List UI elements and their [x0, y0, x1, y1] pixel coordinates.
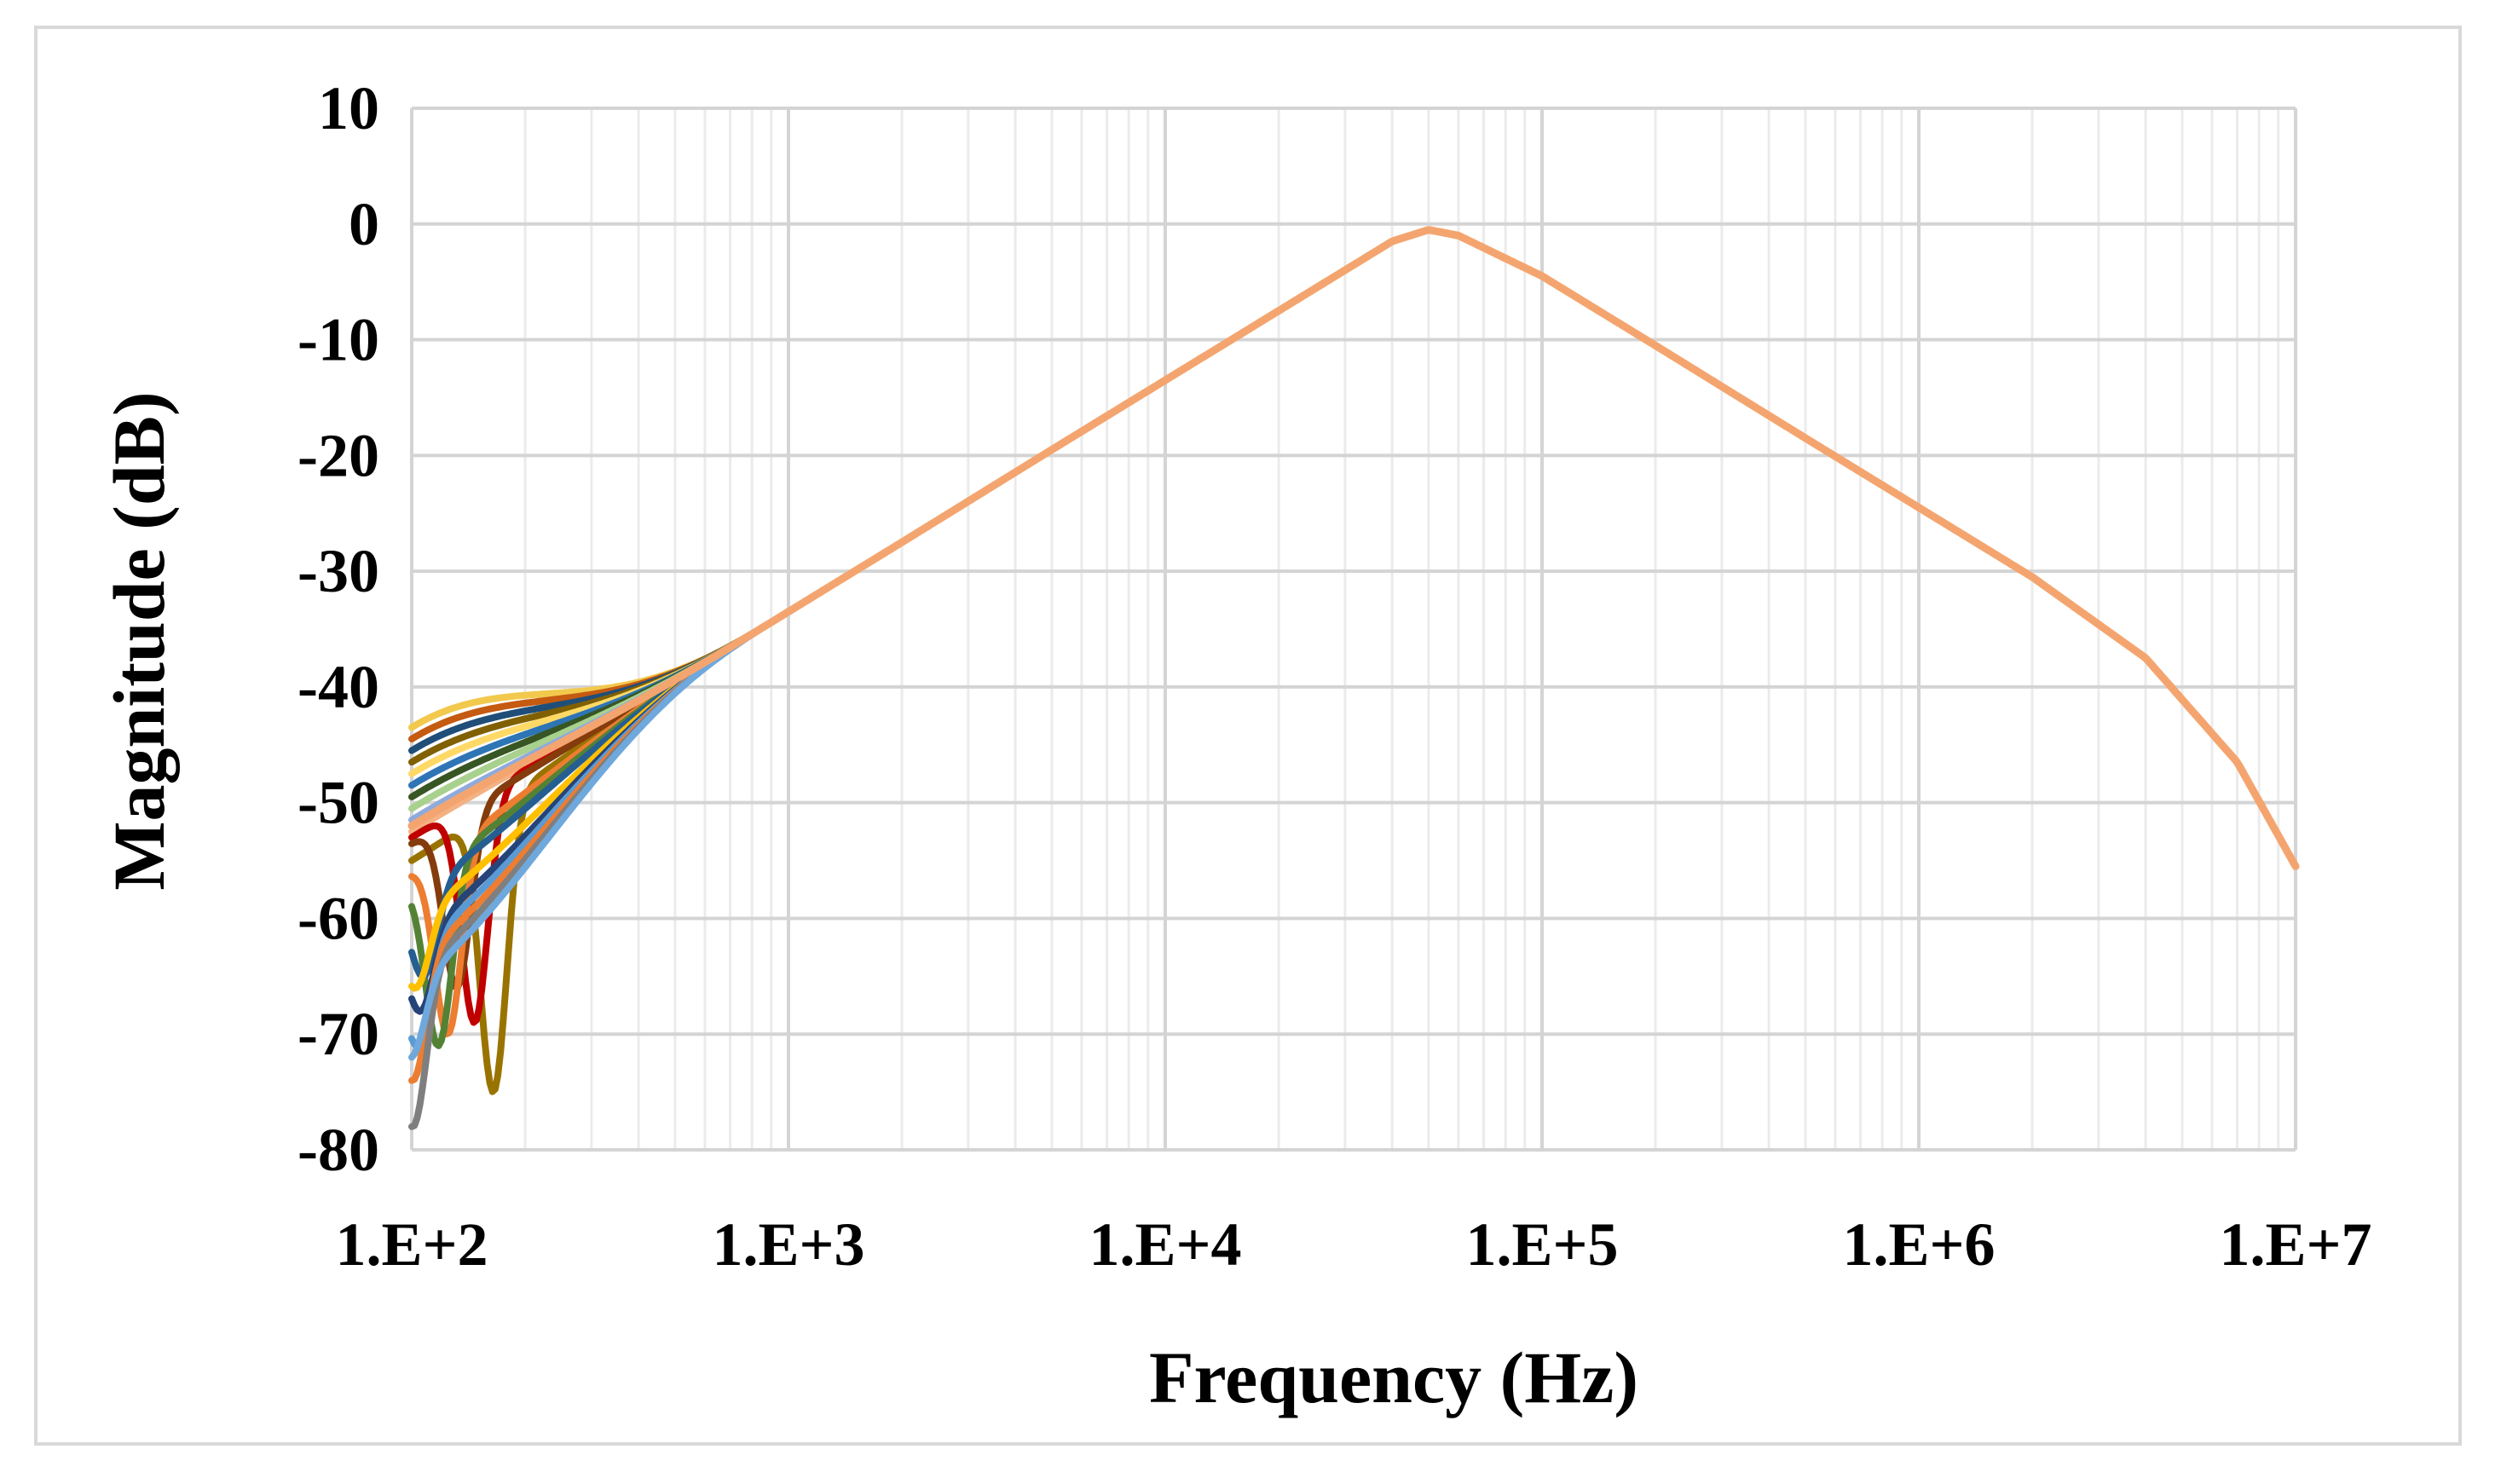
y-tick-label: -10 — [297, 306, 379, 374]
series-line — [408, 226, 2299, 1015]
series-line — [408, 226, 2299, 870]
x-tick-label: 1.E+6 — [1842, 1210, 1995, 1279]
series-line — [408, 226, 2299, 870]
x-tick-label: 1.E+7 — [2219, 1210, 2371, 1279]
y-tick-label: -80 — [297, 1116, 379, 1184]
series-line — [408, 226, 2299, 870]
y-axis-title: Magnitude (dB) — [98, 391, 180, 890]
series-line — [408, 226, 2299, 1026]
series-line — [408, 226, 2299, 1061]
series-line — [408, 226, 2299, 1084]
series-line — [408, 226, 2299, 870]
series-line — [408, 226, 2299, 870]
y-axis-tick-labels: 10 0 -10 -20 -30 -40 -50 -60 -70 -80 — [297, 74, 379, 1184]
x-tick-label: 1.E+4 — [1089, 1210, 1241, 1279]
series-line — [408, 226, 2299, 992]
series-line — [408, 226, 2299, 1050]
series-line — [408, 226, 2299, 1049]
series-line — [407, 226, 2300, 870]
x-tick-label: 1.E+5 — [1465, 1210, 1618, 1279]
y-tick-label: -40 — [297, 653, 379, 721]
series-line — [408, 226, 2299, 1037]
series-line — [408, 226, 2299, 870]
series-line — [408, 226, 2299, 991]
x-tick-label: 1.E+3 — [712, 1210, 864, 1279]
y-tick-label: -70 — [297, 1000, 379, 1068]
y-tick-label: 0 — [349, 190, 379, 258]
x-axis-tick-labels: 1.E+2 1.E+3 1.E+4 1.E+5 1.E+6 1.E+7 — [335, 1210, 2371, 1279]
series-line — [408, 226, 2299, 870]
x-tick-label: 1.E+2 — [335, 1210, 488, 1279]
series-line — [408, 226, 2299, 870]
y-tick-label: 10 — [318, 74, 379, 142]
x-axis-title: Frequency (Hz) — [1149, 1337, 1638, 1418]
y-tick-label: -30 — [297, 537, 379, 605]
y-tick-label: -50 — [297, 769, 379, 837]
series-line — [408, 226, 2299, 980]
y-tick-label: -60 — [297, 884, 379, 952]
series-line — [408, 226, 2299, 870]
series-line — [408, 226, 2299, 870]
y-tick-label: -20 — [297, 421, 379, 489]
series-lines — [407, 226, 2300, 1130]
